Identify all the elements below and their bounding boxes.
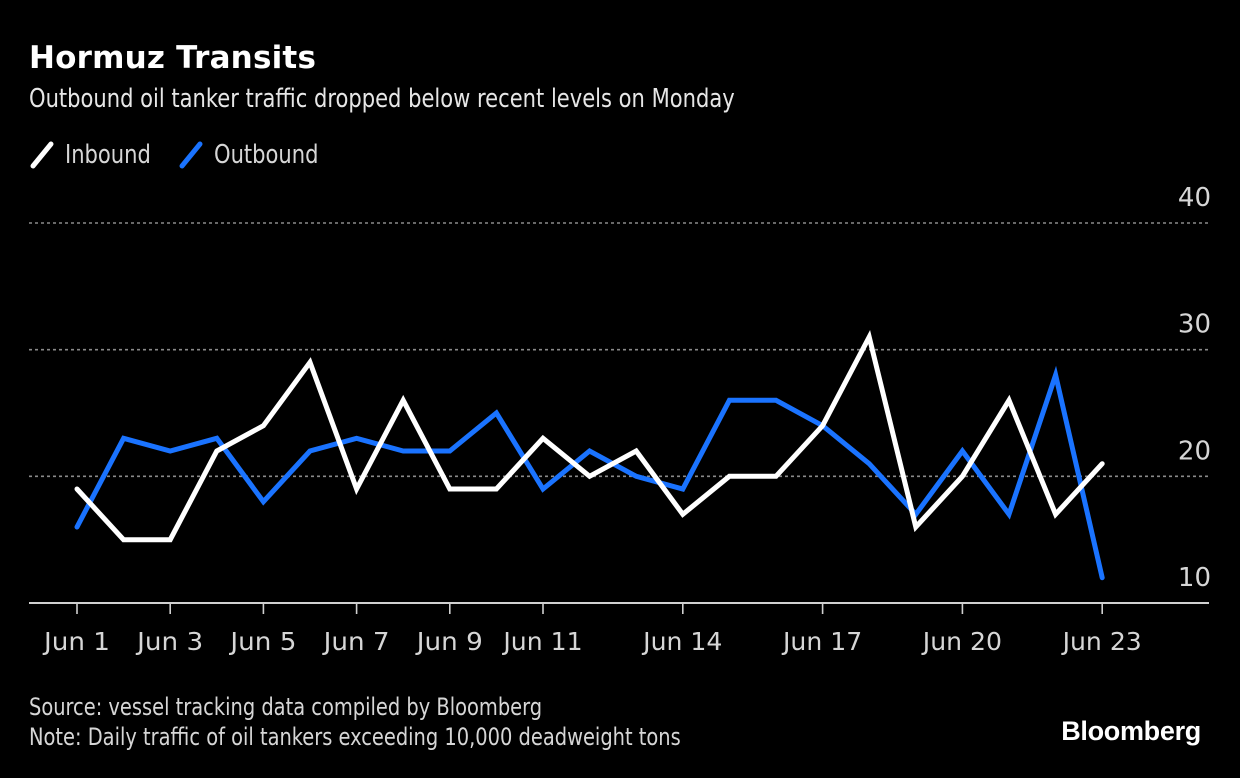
- series-line-inbound: [74, 329, 1105, 543]
- x-tick-label: Jun 17: [781, 627, 862, 656]
- chart-subtitle: Outbound oil tanker traffic dropped belo…: [29, 84, 735, 114]
- bloomberg-logo: Bloomberg: [1061, 716, 1201, 746]
- y-tick-label: 20: [1178, 436, 1211, 466]
- x-tick-label: Jun 23: [1061, 627, 1142, 656]
- legend-item-inbound: Inbound: [29, 140, 160, 170]
- legend-label-outbound: Outbound: [214, 140, 319, 170]
- x-tick-label: Jun 1: [42, 627, 110, 656]
- legend-label-inbound: Inbound: [65, 140, 151, 170]
- x-tick-label: Jun 3: [135, 627, 203, 656]
- inbound-line-swatch-icon: [30, 141, 54, 169]
- x-axis: Jun 1 Jun 3 Jun 5 Jun 7 Jun 9 Jun 11 Jun 14 Jun…: [29, 602, 1209, 656]
- chart-title: Hormuz Transits: [29, 40, 317, 76]
- legend: Inbound Outbound: [29, 140, 348, 170]
- y-tick-label: 10: [1178, 563, 1211, 593]
- x-tick-label: Jun 9: [415, 627, 483, 656]
- footnote: Note: Daily traffic of oil tankers excee…: [29, 723, 681, 751]
- gridlines: [29, 222, 1209, 478]
- x-tick-label: Jun 5: [228, 627, 296, 656]
- source-note: Source: vessel tracking data compiled by…: [29, 693, 543, 721]
- legend-item-outbound: Outbound: [178, 140, 330, 170]
- x-tick-label: Jun 14: [641, 627, 722, 656]
- y-tick-label: 30: [1178, 310, 1211, 340]
- y-tick-label: 40: [1178, 183, 1211, 213]
- x-tick-label: Jun 7: [322, 627, 390, 656]
- y-axis-ticks: 10 20 30 40: [1178, 183, 1211, 593]
- series-lines: [74, 329, 1105, 581]
- outbound-line-swatch-icon: [179, 141, 203, 169]
- x-tick-label: Jun 11: [501, 627, 582, 656]
- series-line-outbound: [74, 365, 1105, 581]
- x-tick-label: Jun 20: [921, 627, 1002, 656]
